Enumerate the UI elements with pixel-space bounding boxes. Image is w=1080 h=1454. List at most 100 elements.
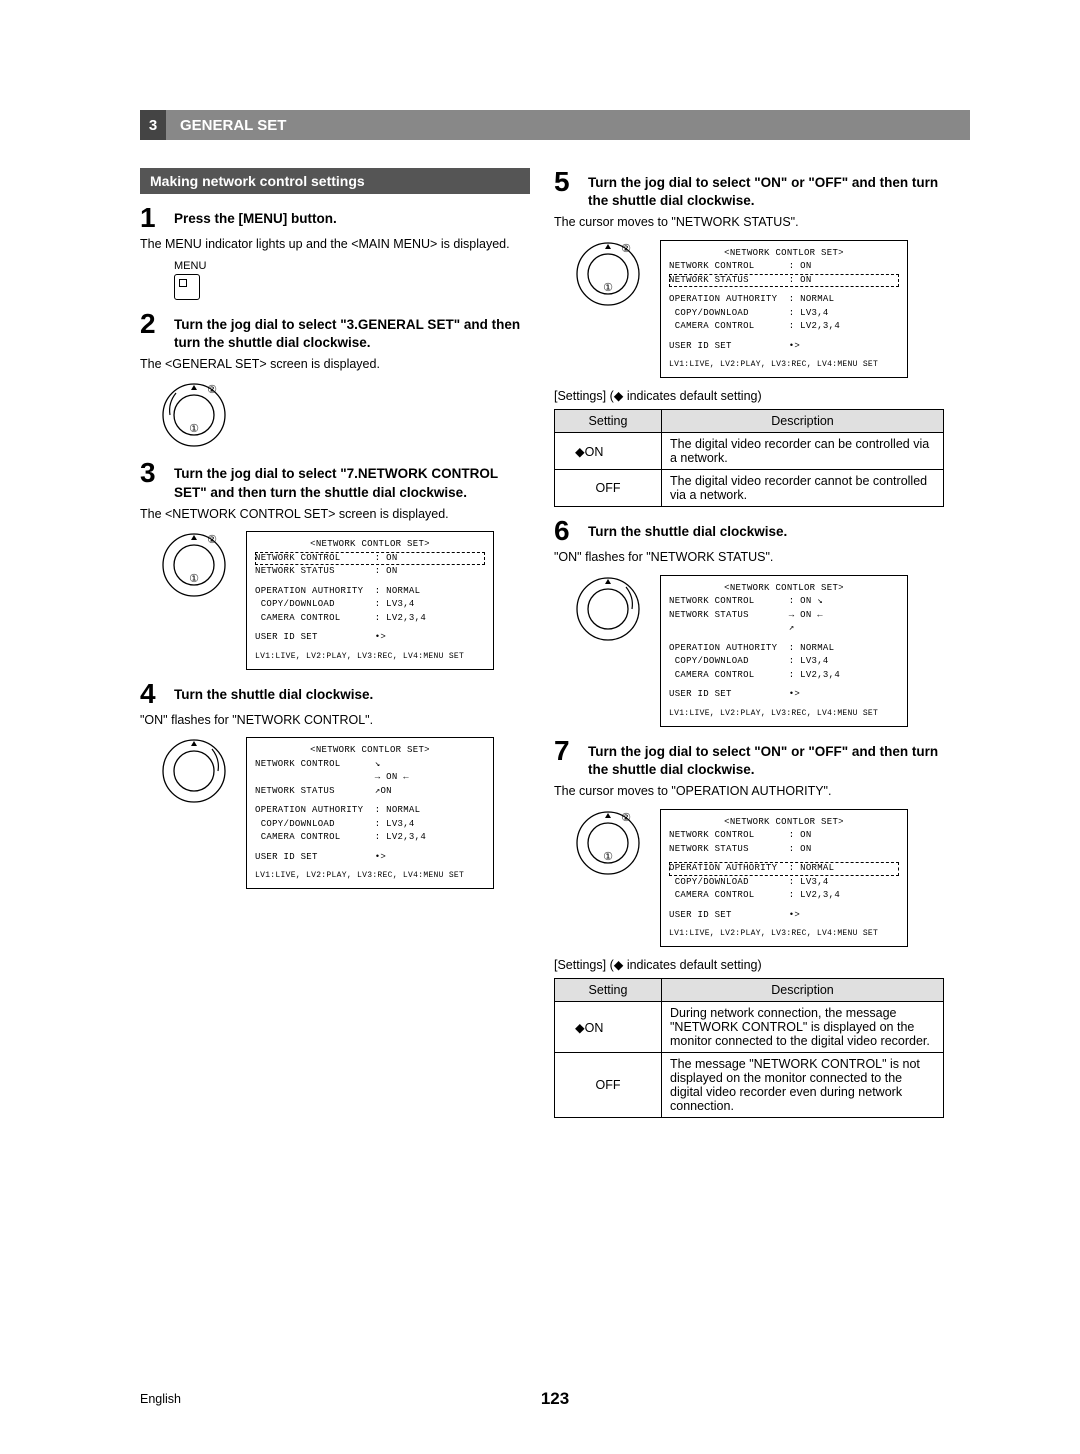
chapter-title: GENERAL SET — [166, 117, 286, 134]
svg-text:①: ① — [189, 573, 199, 585]
screen-display: <NETWORK CONTLOR SET> NETWORK CONTROL : … — [660, 240, 908, 379]
dial-illustration: ① ② — [160, 381, 530, 449]
step-5: 5 Turn the jog dial to select "ON" or "O… — [554, 168, 944, 210]
screen-line: USER ID SET •> — [669, 909, 899, 923]
step-title: Press the [MENU] button. — [174, 204, 337, 228]
content-columns: Making network control settings 1 Press … — [140, 168, 970, 1118]
svg-text:②: ② — [207, 384, 217, 396]
screen-line: OPERATION AUTHORITY : NORMAL — [255, 585, 485, 599]
step-6: 6 Turn the shuttle dial clockwise. — [554, 517, 944, 545]
chapter-header: 3 GENERAL SET — [140, 110, 970, 140]
table-row: ◆ON The digital video recorder can be co… — [555, 433, 944, 470]
settings-table-1: Setting Description ◆ON The digital vide… — [554, 409, 944, 507]
screen-line: COPY/DOWNLOAD : LV3,4 — [669, 876, 899, 890]
table-row: OFF The message "NETWORK CONTROL" is not… — [555, 1053, 944, 1118]
step-title: Turn the shuttle dial clockwise. — [588, 517, 787, 541]
screen-title: <NETWORK CONTLOR SET> — [669, 247, 899, 261]
shuttle-dial-icon — [574, 575, 642, 643]
step-body: "ON" flashes for "NETWORK STATUS". — [554, 549, 944, 567]
screen-line: NETWORK CONTROL ↘ → ON ←NETWORK STATUS ↗… — [255, 758, 485, 799]
cell-setting: ◆ON — [555, 1002, 662, 1053]
step-body: The <GENERAL SET> screen is displayed. — [140, 356, 530, 374]
menu-button-illustration: MENU — [174, 260, 530, 300]
dial-and-screen-7: ① ② <NETWORK CONTLOR SET> NETWORK CONTRO… — [574, 809, 944, 948]
step-title: Turn the shuttle dial clockwise. — [174, 680, 373, 704]
step-number: 4 — [140, 680, 174, 708]
dial-and-screen-5: ① ② <NETWORK CONTLOR SET> NETWORK CONTRO… — [574, 240, 944, 379]
step-number: 5 — [554, 168, 588, 196]
left-column: Making network control settings 1 Press … — [140, 168, 530, 1118]
step-1: 1 Press the [MENU] button. — [140, 204, 530, 232]
screen-footer: LV1:LIVE, LV2:PLAY, LV3:REC, LV4:MENU SE… — [255, 651, 485, 663]
screen-display: <NETWORK CONTLOR SET> NETWORK CONTROL : … — [660, 809, 908, 948]
step-title: Turn the jog dial to select "ON" or "OFF… — [588, 168, 944, 210]
screen-line: COPY/DOWNLOAD : LV3,4 — [669, 307, 899, 321]
step-4: 4 Turn the shuttle dial clockwise. — [140, 680, 530, 708]
cell-setting: ◆ON — [555, 433, 662, 470]
screen-line: CAMERA CONTROL : LV2,3,4 — [255, 831, 485, 845]
screen-display: <NETWORK CONTLOR SET> NETWORK CONTROL : … — [246, 531, 494, 670]
screen-line: COPY/DOWNLOAD : LV3,4 — [255, 818, 485, 832]
th-description: Description — [662, 410, 944, 433]
screen-line: NETWORK CONTROL : ON — [669, 260, 899, 274]
screen-line: CAMERA CONTROL : LV2,3,4 — [669, 889, 899, 903]
step-body: The cursor moves to "OPERATION AUTHORITY… — [554, 783, 944, 801]
cell-description: The message "NETWORK CONTROL" is not dis… — [662, 1053, 944, 1118]
step-body: The cursor moves to "NETWORK STATUS". — [554, 214, 944, 232]
dial-and-screen-4: <NETWORK CONTLOR SET> NETWORK CONTROL ↘ … — [160, 737, 530, 889]
jog-dial-icon: ① ② — [574, 240, 642, 308]
screen-line: CAMERA CONTROL : LV2,3,4 — [669, 320, 899, 334]
step-number: 2 — [140, 310, 174, 338]
step-number: 3 — [140, 459, 174, 487]
table-row: ◆ON During network connection, the messa… — [555, 1002, 944, 1053]
screen-line: OPERATION AUTHORITY : NORMAL — [255, 804, 485, 818]
screen-title: <NETWORK CONTLOR SET> — [669, 582, 899, 596]
svg-text:②: ② — [621, 243, 631, 255]
screen-line: NETWORK CONTROL : ON — [255, 552, 485, 566]
th-setting: Setting — [555, 979, 662, 1002]
screen-footer: LV1:LIVE, LV2:PLAY, LV3:REC, LV4:MENU SE… — [255, 870, 485, 882]
screen-line: USER ID SET •> — [669, 340, 899, 354]
screen-footer: LV1:LIVE, LV2:PLAY, LV3:REC, LV4:MENU SE… — [669, 708, 899, 720]
footer-language: English — [140, 1392, 181, 1406]
jog-dial-icon: ① ② — [574, 809, 642, 877]
table-caption: [Settings] (◆ indicates default setting) — [554, 388, 944, 403]
page-footer: English 123 — [140, 1392, 970, 1406]
menu-button-icon — [174, 274, 200, 300]
screen-display: <NETWORK CONTLOR SET> NETWORK CONTROL ↘ … — [246, 737, 494, 889]
page-number: 123 — [541, 1389, 569, 1409]
screen-line: NETWORK STATUS : ON — [669, 843, 899, 857]
dial-and-screen-3: ① ② <NETWORK CONTLOR SET> NETWORK CONTRO… — [160, 531, 530, 670]
svg-text:①: ① — [603, 282, 613, 294]
cell-setting: OFF — [555, 470, 662, 507]
screen-line: CAMERA CONTROL : LV2,3,4 — [669, 669, 899, 683]
screen-line: OPERATION AUTHORITY : NORMAL — [669, 862, 899, 876]
screen-line: USER ID SET •> — [255, 851, 485, 865]
table-header-row: Setting Description — [555, 979, 944, 1002]
th-description: Description — [662, 979, 944, 1002]
cell-setting: OFF — [555, 1053, 662, 1118]
screen-line: COPY/DOWNLOAD : LV3,4 — [669, 655, 899, 669]
svg-text:②: ② — [621, 812, 631, 824]
step-title: Turn the jog dial to select "3.GENERAL S… — [174, 310, 530, 352]
screen-line: OPERATION AUTHORITY : NORMAL — [669, 293, 899, 307]
menu-label: MENU — [174, 260, 530, 272]
screen-title: <NETWORK CONTLOR SET> — [669, 816, 899, 830]
step-title: Turn the jog dial to select "ON" or "OFF… — [588, 737, 944, 779]
svg-text:①: ① — [603, 851, 613, 863]
step-number: 1 — [140, 204, 174, 232]
screen-line: USER ID SET •> — [669, 688, 899, 702]
screen-line: NETWORK CONTROL : ON — [669, 829, 899, 843]
screen-line: OPERATION AUTHORITY : NORMAL — [669, 642, 899, 656]
table-caption: [Settings] (◆ indicates default setting) — [554, 957, 944, 972]
jog-dial-icon: ① ② — [160, 531, 228, 599]
screen-line: USER ID SET •> — [255, 631, 485, 645]
screen-line: CAMERA CONTROL : LV2,3,4 — [255, 612, 485, 626]
step-2: 2 Turn the jog dial to select "3.GENERAL… — [140, 310, 530, 352]
settings-table-2: Setting Description ◆ON During network c… — [554, 978, 944, 1118]
th-setting: Setting — [555, 410, 662, 433]
step-body: The <NETWORK CONTROL SET> screen is disp… — [140, 506, 530, 524]
step-7: 7 Turn the jog dial to select "ON" or "O… — [554, 737, 944, 779]
screen-line: NETWORK STATUS : ON — [669, 274, 899, 288]
step-body: The MENU indicator lights up and the <MA… — [140, 236, 530, 254]
